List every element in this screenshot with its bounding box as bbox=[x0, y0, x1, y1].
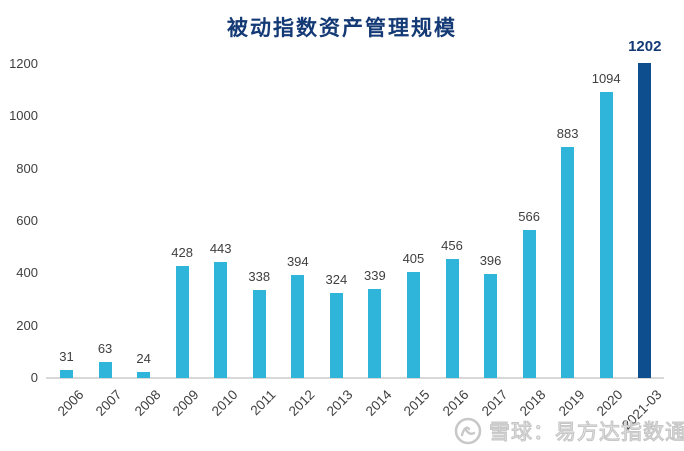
value-label-2017: 396 bbox=[479, 253, 502, 269]
x-axis-tick-label: 2006 bbox=[54, 387, 87, 419]
bar-2006 bbox=[60, 369, 73, 378]
bar-2015 bbox=[406, 272, 420, 378]
chart-title: 被动指数资产管理规模 bbox=[227, 17, 457, 40]
bar-2021-03 bbox=[638, 63, 652, 378]
bar-2008 bbox=[137, 371, 151, 378]
x-axis-tick-label: 2015 bbox=[401, 387, 434, 419]
value-label-2014: 339 bbox=[364, 268, 386, 284]
bar-2012 bbox=[291, 274, 305, 378]
x-axis-tick-label: 2019 bbox=[555, 387, 588, 419]
value-label-2006: 31 bbox=[59, 348, 74, 364]
x-axis-line bbox=[46, 377, 664, 379]
value-label-2012: 394 bbox=[286, 253, 309, 269]
y-axis-tick-label: 1200 bbox=[9, 56, 38, 71]
value-label-2011: 338 bbox=[248, 268, 271, 284]
bar-2010 bbox=[214, 262, 228, 378]
x-axis-tick-label: 2010 bbox=[208, 387, 241, 419]
x-axis-tick-label: 2008 bbox=[131, 387, 164, 419]
value-label-2013: 324 bbox=[325, 272, 348, 288]
bar-2017 bbox=[484, 274, 498, 378]
x-axis-tick-label: 2018 bbox=[516, 387, 549, 419]
value-label-2019: 883 bbox=[556, 125, 579, 141]
value-label-2020: 1094 bbox=[591, 70, 621, 86]
value-label-2008: 24 bbox=[136, 350, 151, 366]
y-axis-tick-label: 0 bbox=[30, 370, 38, 385]
bar-2011 bbox=[252, 289, 266, 378]
y-axis-tick-label: 400 bbox=[16, 265, 38, 281]
bar-2007 bbox=[98, 361, 112, 378]
value-label-2010: 443 bbox=[209, 241, 232, 257]
y-axis-tick-label: 800 bbox=[16, 160, 38, 176]
x-axis-tick-label: 2009 bbox=[169, 387, 202, 419]
y-axis-tick-label: 600 bbox=[16, 213, 38, 228]
x-axis-tick-label: 2011 bbox=[247, 387, 279, 419]
value-label-2018: 566 bbox=[518, 208, 540, 224]
bar-2019 bbox=[561, 146, 575, 378]
x-axis-tick-label: 2014 bbox=[362, 387, 395, 419]
watermark-text: 雪球：易方达指数通 bbox=[488, 420, 684, 444]
watermark: 雪球：易方达指数通 bbox=[453, 416, 684, 446]
bar-2009 bbox=[175, 266, 189, 378]
x-axis-tick-label: 2020 bbox=[593, 387, 626, 419]
value-label-2009: 428 bbox=[171, 245, 193, 260]
x-axis-tick-label: 2013 bbox=[324, 387, 356, 419]
x-axis-tick-label: 2007 bbox=[92, 387, 125, 419]
xueqiu-snowball-icon bbox=[454, 417, 482, 445]
y-axis-tick-label: 1000 bbox=[9, 108, 38, 124]
bar-2014 bbox=[368, 289, 382, 378]
bar-2016 bbox=[445, 258, 459, 378]
bar-2020 bbox=[599, 91, 613, 378]
x-axis-tick-label: 2016 bbox=[439, 387, 472, 419]
x-axis-tick-label: 2012 bbox=[285, 387, 318, 419]
bar-2018 bbox=[522, 229, 536, 378]
bar-2013 bbox=[329, 293, 343, 378]
y-axis-tick-label: 200 bbox=[16, 317, 38, 333]
value-label-2016: 456 bbox=[441, 237, 463, 253]
value-label-2007: 63 bbox=[97, 340, 113, 356]
x-axis-tick-label: 2017 bbox=[478, 387, 511, 419]
value-label-2021-03: 1202 bbox=[628, 38, 662, 56]
value-label-2015: 405 bbox=[402, 251, 425, 267]
